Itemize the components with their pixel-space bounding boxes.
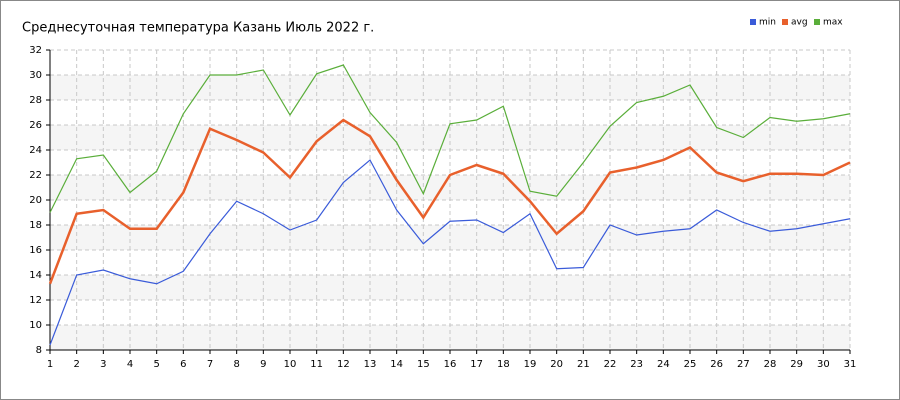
series-line <box>49 64 851 213</box>
x-tick-label: 26 <box>710 359 723 370</box>
legend-label: min <box>759 18 776 28</box>
x-tick-label: 24 <box>657 359 670 370</box>
y-tick-label: 8 <box>36 345 42 356</box>
x-tick-label: 19 <box>524 359 537 370</box>
x-tick-label: 27 <box>737 359 750 370</box>
x-tick-label: 6 <box>180 359 186 370</box>
x-tick-label: 20 <box>550 359 563 370</box>
y-tick-label: 26 <box>29 120 42 131</box>
x-tick-label: 9 <box>260 359 266 370</box>
legend-swatch <box>814 19 820 25</box>
y-tick-label: 28 <box>29 95 42 106</box>
legend-label: avg <box>791 18 808 28</box>
x-tick-label: 31 <box>844 359 857 370</box>
x-tick-label: 29 <box>790 359 803 370</box>
x-tick-label: 11 <box>310 359 323 370</box>
x-tick-label: 4 <box>127 359 133 370</box>
x-tick-label: 7 <box>207 359 213 370</box>
y-tick-label: 18 <box>29 220 42 231</box>
x-tick-label: 12 <box>337 359 350 370</box>
plot-band <box>50 225 850 250</box>
y-tick-label: 30 <box>29 70 42 81</box>
x-tick-label: 1 <box>47 359 53 370</box>
x-tick-label: 8 <box>233 359 239 370</box>
x-tick-label: 3 <box>100 359 106 370</box>
legend-label: max <box>823 18 843 28</box>
y-tick-label: 14 <box>29 270 42 281</box>
x-tick-label: 15 <box>417 359 430 370</box>
legend-swatch <box>750 19 756 25</box>
x-tick-label: 23 <box>630 359 643 370</box>
x-tick-label: 2 <box>73 359 79 370</box>
y-tick-label: 20 <box>29 195 42 206</box>
y-tick-label: 24 <box>29 145 42 156</box>
y-tick-label: 16 <box>29 245 42 256</box>
x-tick-label: 25 <box>684 359 697 370</box>
y-tick-label: 32 <box>29 45 42 56</box>
x-tick-label: 16 <box>444 359 457 370</box>
x-tick-label: 18 <box>497 359 510 370</box>
x-tick-label: 5 <box>153 359 159 370</box>
legend-swatch <box>782 19 788 25</box>
x-tick-label: 14 <box>390 359 403 370</box>
x-tick-label: 10 <box>284 359 297 370</box>
x-tick-label: 21 <box>577 359 590 370</box>
chart-title: Среднесуточная температура Казань Июль 2… <box>22 21 374 36</box>
x-tick-label: 22 <box>604 359 617 370</box>
series-line <box>48 118 851 285</box>
x-tick-label: 28 <box>764 359 777 370</box>
x-tick-label: 30 <box>817 359 830 370</box>
y-tick-label: 10 <box>29 320 42 331</box>
x-tick-label: 17 <box>470 359 483 370</box>
y-tick-label: 22 <box>29 170 42 181</box>
series-line <box>49 159 851 346</box>
y-tick-label: 12 <box>29 295 42 306</box>
x-tick-label: 13 <box>364 359 377 370</box>
